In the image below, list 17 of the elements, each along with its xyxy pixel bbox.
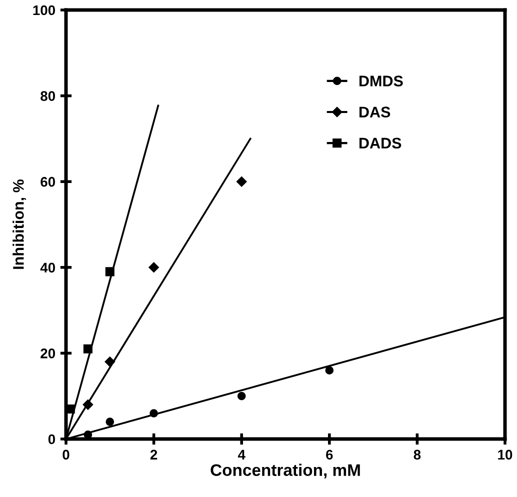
x-tick-label: 0 (62, 450, 70, 460)
y-tick-label: 40 (40, 262, 56, 273)
legend-label: DADS (359, 138, 402, 149)
y-tick-label: 60 (40, 176, 56, 187)
x-tick-label: 8 (414, 450, 421, 460)
legend-label: DAS (359, 106, 390, 118)
y-tick-label: 80 (40, 91, 56, 101)
y-tick-label: 100 (33, 5, 56, 16)
legend-label: DMDS (359, 76, 403, 86)
x-tick-label: 4 (238, 450, 246, 460)
x-axis-title: Concentration, mM (210, 464, 360, 478)
x-tick-label: 6 (326, 450, 333, 460)
x-tick-label: 10 (498, 450, 512, 460)
y-axis-title: Inhibition, % (12, 180, 26, 269)
y-tick-label: 0 (48, 434, 56, 444)
y-tick-label: 20 (40, 348, 56, 358)
x-tick-label: 2 (150, 450, 158, 460)
